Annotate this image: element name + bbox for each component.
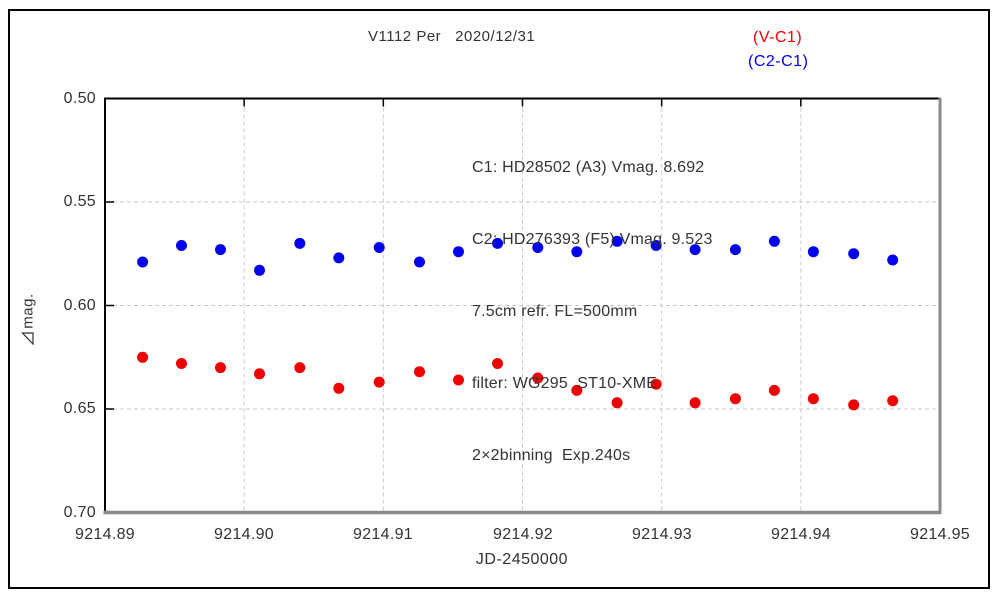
x-tick-label: 9214.91: [353, 526, 413, 543]
chart-title: V1112 Per 2020/12/31: [368, 28, 536, 45]
legend-item-c2-c1: (C2-C1): [748, 53, 809, 70]
x-tick-label: 9214.95: [910, 526, 970, 543]
y-tick-label: 0.65: [63, 400, 96, 417]
annotation-line-binning: 2×2binning Exp.240s: [472, 447, 631, 464]
legend-item-v-c1: (V-C1): [753, 29, 803, 46]
annotation-line-c1: C1: HD28502 (A3) Vmag. 8.692: [472, 159, 705, 176]
x-tick-label: 9214.90: [214, 526, 274, 543]
y-tick-label: 0.60: [63, 297, 96, 314]
x-axis-label: JD-2450000: [475, 551, 569, 568]
annotation-line-scope: 7.5cm refr. FL=500mm: [472, 303, 638, 320]
y-tick-label: 0.50: [63, 90, 96, 107]
y-tick-label: 0.70: [63, 504, 96, 521]
x-tick-label: 9214.94: [771, 526, 831, 543]
annotation-box: C1: HD28502 (A3) Vmag. 8.692 C2: HD27639…: [472, 108, 713, 492]
x-tick-label: 9214.93: [632, 526, 692, 543]
annotation-line-c2: C2: HD276393 (F5) Vmag. 9.523: [472, 231, 713, 248]
annotation-line-filter: filter: WG295 ST10-XME: [472, 375, 658, 392]
delta-triangle-icon: [21, 332, 34, 346]
x-tick-label: 9214.92: [493, 526, 553, 543]
y-axis-label: mag.: [20, 265, 37, 375]
legend: (V-C1) (C2-C1): [748, 26, 808, 74]
window-border: [8, 9, 990, 589]
x-tick-label: 9214.89: [75, 526, 135, 543]
y-tick-label: 0.55: [63, 193, 96, 210]
